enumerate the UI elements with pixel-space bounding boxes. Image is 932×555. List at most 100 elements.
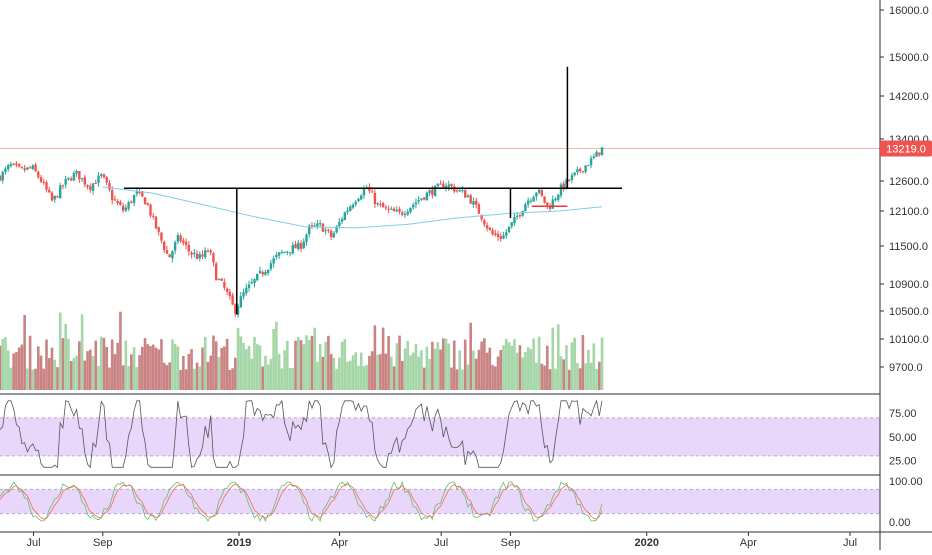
rsi-line — [0, 399, 603, 469]
moving-average-line — [102, 186, 603, 229]
candle-body — [524, 204, 527, 212]
candle-body — [573, 172, 576, 176]
volume-bar — [477, 349, 481, 390]
volume-bar — [184, 369, 188, 390]
candle-body — [23, 168, 26, 171]
price-tick-label: 12600.0 — [889, 176, 929, 188]
volume-bar — [450, 367, 453, 390]
candle-body — [529, 200, 533, 202]
candle-body — [598, 152, 601, 155]
volume-bar — [255, 344, 259, 390]
rsi-pane: 75.00 50.00 25.00 — [0, 399, 917, 469]
price-tick-label: 9700.0 — [889, 362, 923, 374]
volume-bar — [483, 338, 486, 390]
time-tick-label: 2019 — [227, 537, 251, 549]
volume-bar — [387, 336, 390, 390]
candle-body — [316, 223, 319, 227]
volume-bar — [17, 347, 21, 390]
candle-body — [83, 177, 87, 185]
volume-bar — [6, 350, 10, 390]
volume-bar — [554, 368, 557, 390]
volume-bar — [318, 344, 322, 390]
volume-bar — [395, 343, 399, 390]
candle-body — [113, 199, 117, 201]
volume-bar — [452, 340, 456, 390]
volume-bar — [28, 335, 32, 390]
volume-bar — [214, 341, 218, 390]
candle-body — [102, 174, 106, 178]
volume-bar — [392, 366, 396, 390]
volume-bar — [578, 368, 582, 390]
candle-body — [491, 230, 494, 235]
volume-bar — [562, 359, 566, 390]
candle-body — [343, 212, 347, 220]
candle-body — [231, 295, 234, 305]
volume-bar — [335, 368, 338, 390]
candle-body — [466, 195, 470, 197]
volume-bar — [206, 361, 210, 390]
volume-bar — [417, 356, 420, 390]
volume-bar — [546, 345, 549, 390]
volume-bar — [223, 346, 226, 390]
candle-body — [141, 191, 144, 197]
volume-bar — [198, 366, 202, 390]
candle-body — [253, 279, 256, 283]
candle-body — [42, 182, 45, 184]
candle-body — [272, 258, 275, 264]
volume-bar — [275, 321, 278, 390]
volume-bar — [357, 365, 360, 390]
candle-body — [551, 199, 554, 209]
candle-body — [390, 208, 393, 210]
price-tick-label: 14200.0 — [889, 91, 929, 103]
volume-bar — [45, 339, 48, 390]
volume-bar — [124, 340, 128, 390]
candle-body — [554, 198, 557, 201]
time-tick-label: Apr — [740, 537, 757, 549]
rsi-tick-label: 50.00 — [889, 432, 917, 444]
rsi-tick-label: 25.00 — [889, 456, 917, 468]
candle-body — [17, 164, 21, 167]
candle-body — [294, 244, 297, 249]
candle-body — [436, 184, 440, 186]
candle-body — [559, 184, 563, 196]
volume-bar — [269, 358, 273, 390]
candle-body — [228, 291, 232, 297]
candle-body — [89, 186, 92, 190]
candle-body — [245, 287, 248, 294]
candle-body — [447, 184, 450, 187]
candle-body — [130, 201, 133, 203]
candle-body — [127, 202, 130, 209]
volume-bar — [428, 358, 431, 390]
price-tick-label: 15000.0 — [889, 52, 929, 64]
volume-bar — [15, 352, 18, 390]
volume-bar — [72, 357, 76, 390]
volume-bar — [261, 366, 265, 390]
time-tick-label: Jul — [26, 537, 40, 549]
candle-body — [472, 201, 475, 205]
candle-body — [562, 183, 565, 189]
candle-body — [505, 232, 508, 236]
candle-body — [409, 207, 412, 213]
candle-body — [537, 189, 541, 193]
candle-body — [143, 197, 147, 205]
volume-bar — [589, 362, 593, 390]
candle-body — [250, 282, 253, 284]
volume-bar — [376, 354, 379, 390]
volume-bar — [171, 339, 174, 390]
candle-body — [321, 223, 325, 232]
candle-body — [64, 179, 67, 185]
candle-body — [392, 208, 396, 212]
volume-bar — [116, 342, 119, 390]
volume-bar — [31, 369, 35, 390]
volume-bar — [23, 315, 26, 390]
volume-bar — [138, 355, 141, 390]
volume-bar — [535, 362, 538, 390]
volume-bar — [266, 364, 270, 390]
volume-bar — [58, 312, 62, 390]
candle-body — [264, 271, 267, 275]
volume-bar — [480, 341, 483, 390]
candle-body — [581, 170, 585, 172]
volume-bar — [458, 350, 462, 390]
